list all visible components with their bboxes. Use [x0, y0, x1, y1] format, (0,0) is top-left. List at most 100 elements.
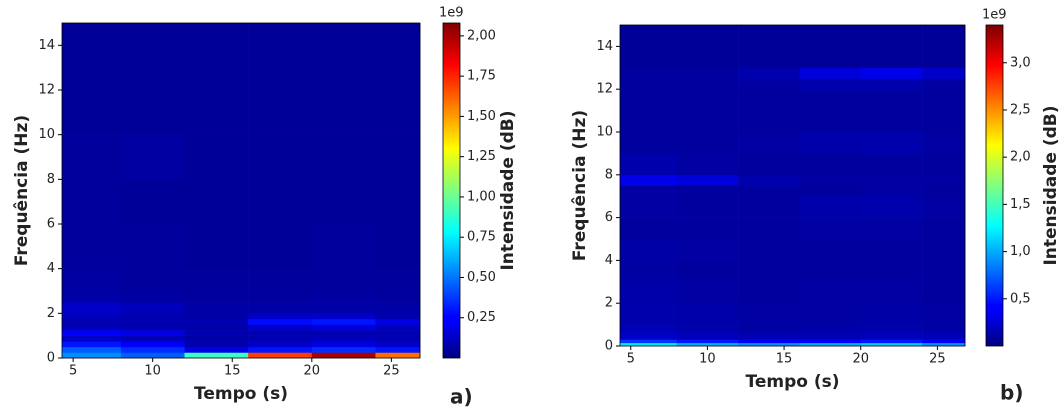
heatmap-cell — [799, 324, 862, 334]
heatmap-cell — [184, 134, 249, 180]
heatmap-cell — [676, 281, 739, 304]
heatmap-cell — [375, 346, 421, 353]
heatmap-cell — [860, 339, 923, 344]
heatmap-cell — [311, 346, 376, 353]
heatmap-cell — [860, 281, 923, 304]
heatmap-cell — [799, 153, 862, 176]
heatmap-cell — [860, 217, 923, 240]
heatmap-cell — [62, 335, 122, 342]
heatmap-cell — [62, 23, 122, 91]
x-tick-label: 20 — [304, 364, 321, 379]
heatmap-cell — [184, 335, 249, 342]
heatmap-cell — [620, 78, 678, 90]
heatmap-cell — [860, 78, 923, 90]
heatmap-cell — [799, 196, 862, 218]
heatmap-cell — [676, 25, 739, 69]
colorbar-tick-label: 1,5 — [1010, 197, 1031, 212]
heatmap-cell — [799, 339, 862, 344]
heatmap-cell — [799, 25, 862, 69]
y-tick-label: 14 — [596, 39, 613, 54]
heatmap-cell — [676, 67, 739, 79]
heatmap-cell — [676, 333, 739, 340]
heatmap-cell — [248, 346, 313, 353]
heatmap-cell — [620, 185, 678, 197]
x-tick-label: 25 — [929, 352, 946, 367]
colorbar-label: Intensidade (dB) — [498, 110, 518, 270]
heatmap-cell — [311, 318, 376, 325]
heatmap-cell — [375, 224, 421, 269]
y-tick-label: 10 — [38, 127, 55, 142]
heatmap-cell — [248, 341, 313, 348]
heatmap-cell — [860, 153, 923, 176]
heatmap-cell — [375, 318, 421, 325]
heatmap-cell — [799, 333, 862, 340]
colorbar-tick-label: 0,5 — [1010, 291, 1031, 306]
heatmap-cell — [738, 342, 800, 347]
heatmap-cell — [311, 324, 376, 331]
x-axis-label: Tempo (s) — [745, 372, 839, 392]
heatmap-cell — [120, 134, 185, 180]
heatmap-cell — [676, 217, 739, 240]
x-tick-label: 5 — [627, 352, 635, 367]
heatmap-cell — [248, 318, 313, 325]
heatmap-cell — [799, 342, 862, 347]
heatmap-cell — [922, 185, 966, 197]
heatmap-cell — [676, 153, 739, 176]
y-tick-label: 14 — [38, 38, 55, 53]
heatmap-cell — [799, 260, 862, 283]
colorbar-offset: 1e9 — [982, 8, 1007, 23]
heatmap-cell — [799, 303, 862, 325]
heatmap-cell — [62, 318, 122, 325]
heatmap-cell — [860, 132, 923, 154]
heatmap-cell — [184, 90, 249, 135]
y-axis-label: Frequência (Hz) — [12, 115, 32, 266]
heatmap-cell — [184, 330, 249, 336]
heatmap-cell — [676, 260, 739, 283]
y-tick-label: 8 — [47, 172, 55, 187]
colorbar-tick-label: 1,75 — [467, 69, 496, 84]
heatmap-cell — [676, 174, 739, 186]
heatmap-cell — [62, 291, 122, 303]
heatmap-cell — [248, 335, 313, 342]
heatmap-cell — [860, 196, 923, 218]
y-tick-label: 10 — [596, 125, 613, 140]
heatmap-cell — [120, 268, 185, 292]
heatmap-cell — [860, 174, 923, 186]
heatmap-cell — [311, 291, 376, 303]
heatmap-cell — [922, 281, 966, 304]
heatmap-cell — [375, 335, 421, 342]
y-tick-label: 8 — [605, 167, 613, 182]
heatmap-cell — [375, 341, 421, 348]
heatmap-cell — [62, 352, 122, 359]
heatmap-cell — [922, 174, 966, 186]
heatmap-cell — [738, 185, 800, 197]
heatmap-cell — [799, 174, 862, 186]
heatmap-cell — [922, 132, 966, 154]
heatmap-cell — [620, 89, 678, 133]
colorbar — [442, 22, 461, 359]
heatmap-cell — [738, 67, 800, 79]
heatmap-cell — [922, 89, 966, 133]
heatmap-cell — [311, 134, 376, 180]
colorbar-tick-label: 3,0 — [1010, 55, 1031, 70]
heatmap-cell — [62, 341, 122, 348]
x-tick-label: 10 — [699, 352, 716, 367]
plot-frame — [619, 24, 966, 347]
heatmap-cell — [738, 281, 800, 304]
heatmap-cell — [375, 352, 421, 359]
heatmap-cell — [620, 196, 678, 218]
heatmap-cell — [248, 224, 313, 269]
plot-frame — [61, 22, 421, 359]
y-tick-label: 6 — [47, 217, 55, 232]
heatmap-cell — [676, 339, 739, 344]
heatmap-cell — [922, 67, 966, 79]
heatmap-cell — [620, 217, 678, 240]
panel-label: a) — [450, 385, 473, 409]
heatmap-cell — [311, 330, 376, 336]
heatmap-cell — [248, 302, 313, 314]
heatmap-cell — [738, 260, 800, 283]
heatmap-cell — [120, 324, 185, 331]
heatmap-cell — [620, 303, 678, 325]
heatmap-cell — [184, 324, 249, 331]
